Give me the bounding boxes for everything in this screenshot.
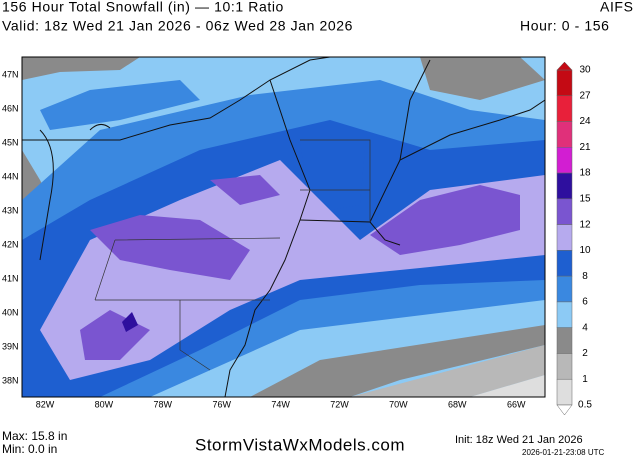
colorbar-band: [556, 301, 573, 328]
colorbar-label: 2: [582, 348, 588, 359]
colorbar-band: [556, 378, 573, 406]
colorbar-label: 10: [579, 245, 591, 256]
title: 156 Hour Total Snowfall (in) — 10:1 Rati…: [2, 0, 284, 15]
colorbar-label: 1: [582, 374, 588, 385]
lat-label: 38N: [2, 375, 19, 385]
lon-label: 76W: [212, 399, 231, 409]
colorbar-label: 30: [579, 65, 591, 76]
lon-label: 82W: [36, 399, 55, 409]
lon-label: 68W: [448, 399, 467, 409]
colorbar-band: [556, 327, 573, 354]
colorbar-band: [556, 250, 573, 277]
colorbar-band: [556, 147, 573, 174]
lat-label: 44N: [2, 171, 19, 181]
colorbar-band: [556, 198, 573, 225]
lon-label: 72W: [330, 399, 349, 409]
colorbar-label: 0.5: [578, 400, 592, 411]
colorbar-label: 15: [579, 193, 591, 204]
lat-label: 46N: [2, 103, 19, 113]
colorbar-band: [556, 224, 573, 251]
colorbar-band: [556, 275, 573, 303]
lon-label: 74W: [271, 399, 290, 409]
colorbar-label: 8: [582, 271, 588, 282]
model: AIFS: [600, 0, 634, 15]
colorbar-label: 6: [582, 297, 588, 308]
map-frame: [21, 56, 546, 398]
site: StormVistaWxModels.com: [195, 435, 405, 454]
colorbar-bottom: [556, 404, 573, 416]
lat-labels: 47N 46N 45N 44N 43N 42N 41N 40N 39N 38N: [2, 69, 19, 385]
lat-label: 41N: [2, 273, 19, 283]
colorbar-band: [556, 353, 573, 380]
lon-label: 70W: [389, 399, 408, 409]
colorbar-band: [556, 95, 573, 122]
lon-label: 78W: [154, 399, 173, 409]
lon-label: 66W: [507, 399, 526, 409]
colorbar-band: [556, 172, 573, 200]
snowfall-map: [22, 57, 545, 397]
lon-label: 80W: [95, 399, 114, 409]
lat-label: 39N: [2, 341, 19, 351]
lon-labels: 82W 80W 78W 76W 74W 72W 70W 68W 66W: [36, 399, 526, 409]
init: Init: 18z Wed 21 Jan 2026: [455, 434, 583, 446]
lat-label: 47N: [2, 69, 19, 79]
colorbar-label: 18: [579, 168, 591, 179]
lat-label: 40N: [2, 307, 19, 317]
colorbar-band: [556, 121, 573, 148]
lat-label: 43N: [2, 205, 19, 215]
colorbar-label: 12: [579, 219, 591, 230]
valid: Valid: 18z Wed 21 Jan 2026 - 06z Wed 28 …: [2, 18, 353, 34]
colorbar-label: 4: [582, 322, 588, 333]
colorbar-label: 27: [579, 90, 591, 101]
colorbar-label: 24: [579, 116, 591, 127]
colorbar-band: [556, 69, 573, 97]
hours: Hour: 0 - 156: [520, 18, 610, 34]
lat-label: 42N: [2, 239, 19, 249]
colorbar-label: 21: [579, 142, 591, 153]
timestamp: 2026-01-21-23:08 UTC: [522, 448, 604, 457]
min: Min: 0.0 in: [2, 442, 57, 456]
max: Max: 15.8 in: [2, 429, 67, 443]
lat-label: 45N: [2, 137, 19, 147]
colorbar-top: [556, 61, 573, 71]
